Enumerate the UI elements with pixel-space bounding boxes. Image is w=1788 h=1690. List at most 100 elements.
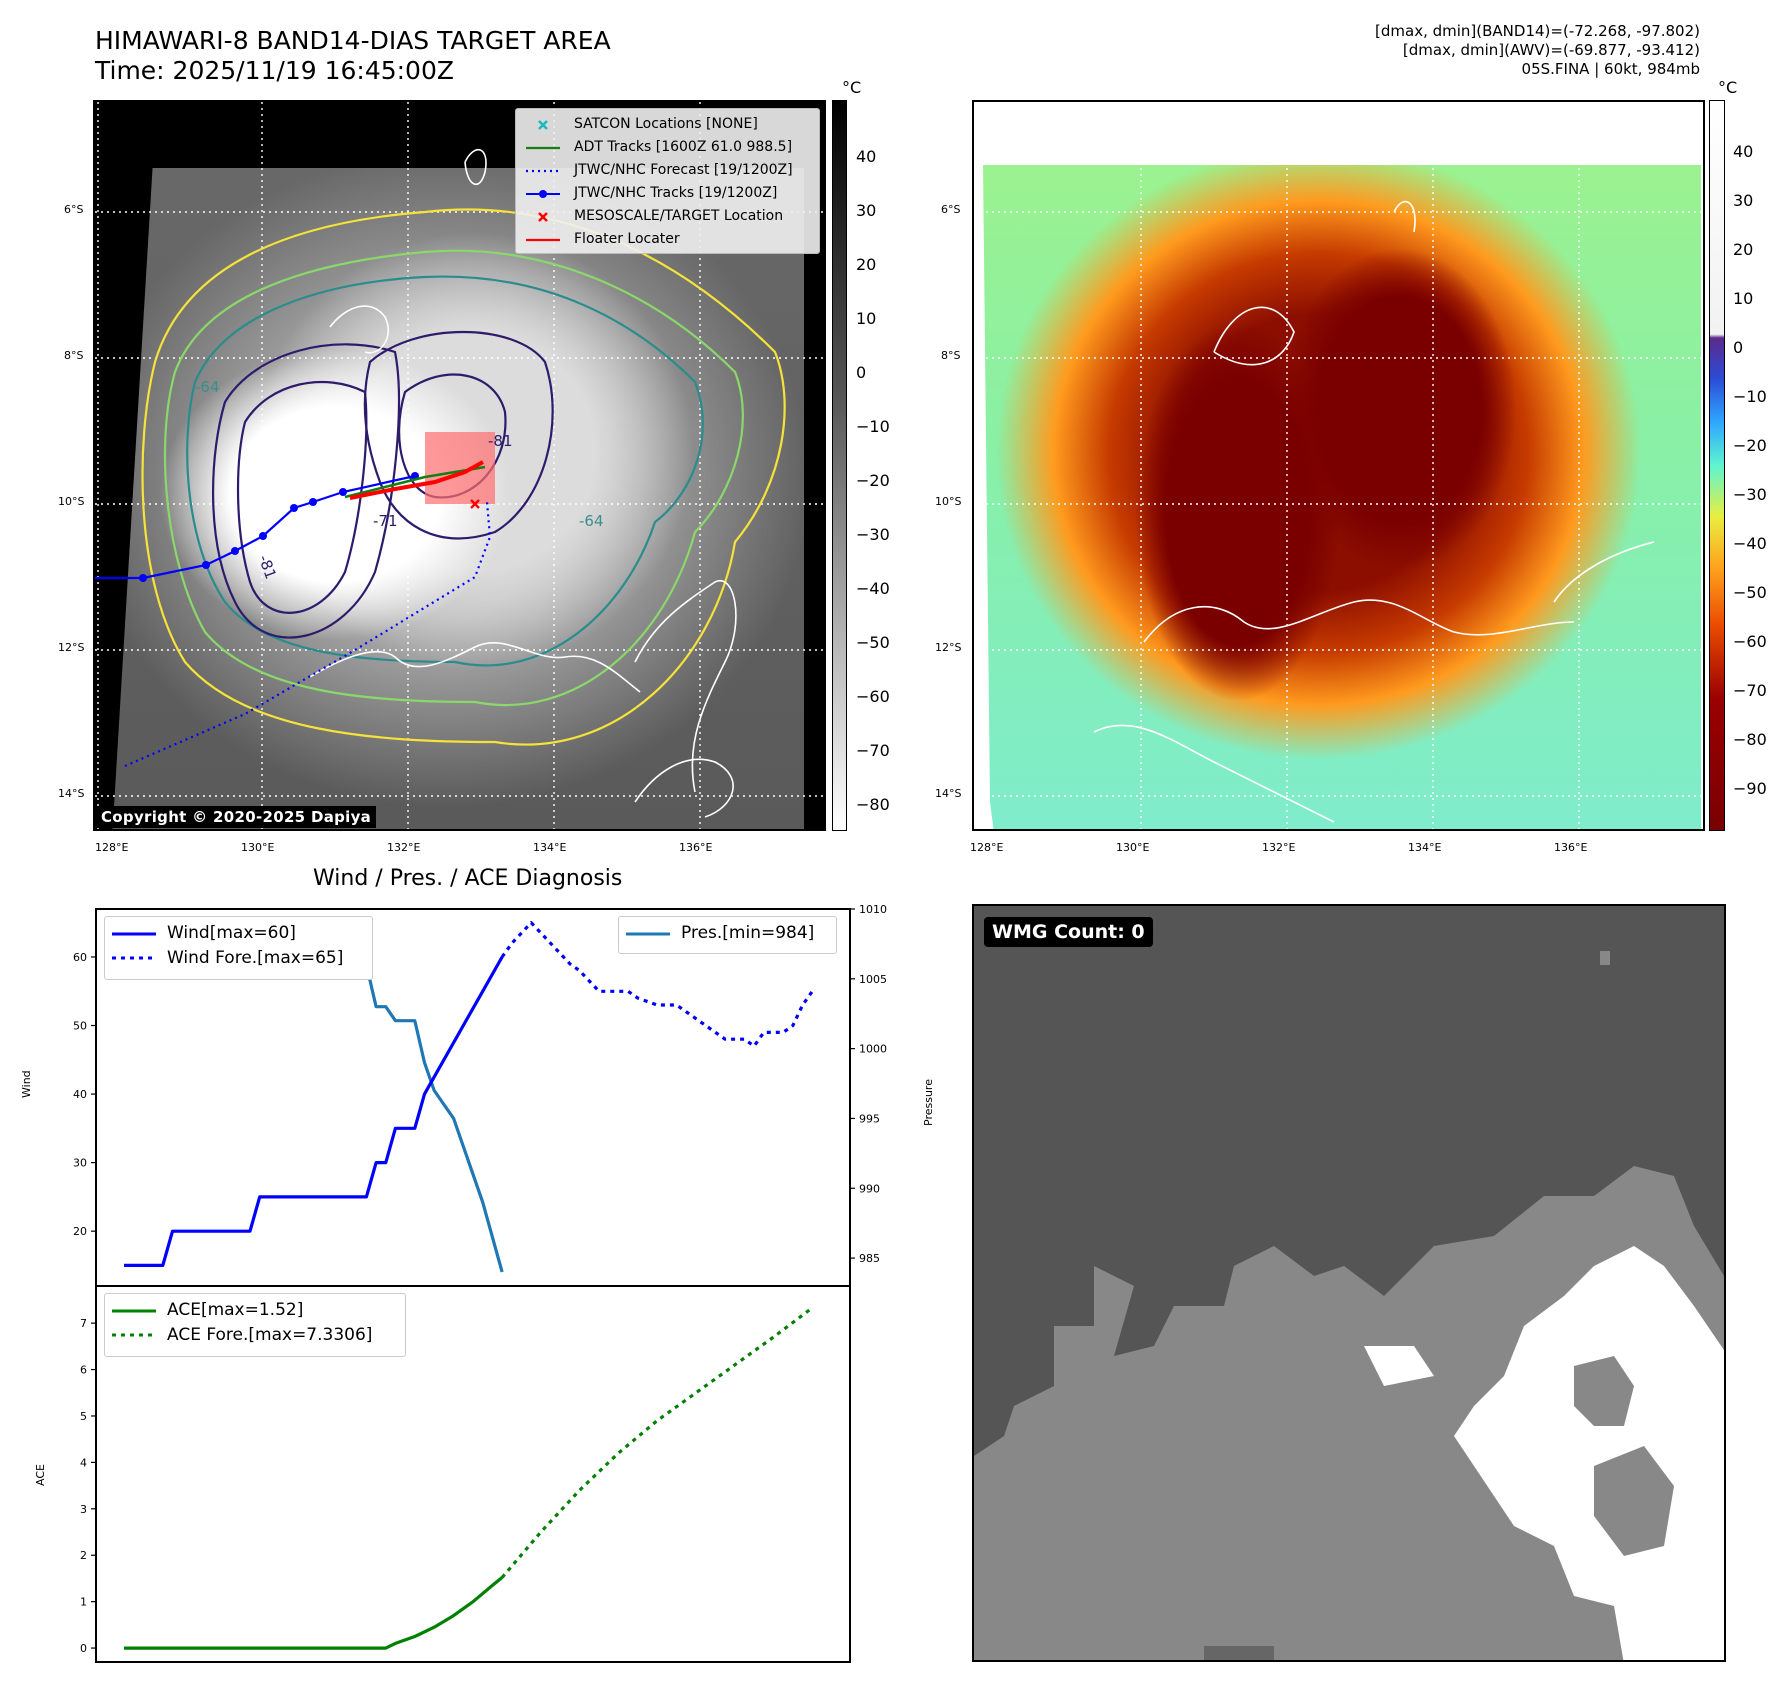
lat-tick: 10°S: [58, 495, 85, 508]
tick-label: 4: [80, 1456, 87, 1469]
awv-colorbar-tick: 40: [1733, 142, 1754, 161]
tick-label: 985: [859, 1252, 880, 1265]
pres-legend-label: Pres.[min=984]: [681, 923, 815, 943]
wmg-panel: [972, 904, 1726, 1662]
wind-fore-legend-label: Wind Fore.[max=65]: [167, 948, 344, 968]
lat-tick: 14°S: [58, 787, 85, 800]
storm-info: 05S.FINA | 60kt, 984mb: [1521, 60, 1700, 78]
lon-tick: 130°E: [1116, 841, 1150, 854]
tick-label: 3: [80, 1503, 87, 1516]
lon-tick: 132°E: [387, 841, 421, 854]
wind-legend-label: Wind[max=60]: [167, 923, 296, 943]
awv-overlay: [974, 102, 1703, 829]
contour-label: -71: [373, 512, 398, 530]
tick-label: 2: [80, 1549, 87, 1562]
tick-label: 1010: [859, 903, 887, 916]
tick-label: 6: [80, 1364, 87, 1377]
lat-tick: 8°S: [941, 349, 961, 362]
tick-label: 20: [73, 1225, 87, 1238]
lon-tick: 132°E: [1262, 841, 1296, 854]
contour-label: -64: [579, 512, 604, 530]
wind-legend: Wind[max=60] Wind Fore.[max=65]: [104, 916, 373, 980]
lat-tick: 12°S: [58, 641, 85, 654]
dm-band14: [dmax, dmin](BAND14)=(-72.268, -97.802): [1375, 22, 1700, 40]
ir-colorbar-tick: 20: [856, 255, 877, 274]
diag-chart: 20 30 40 50 60 985 990 995 1000 1005 1010 0 1 2 3 4 5 6…: [73, 903, 887, 1663]
tick-label: 7: [80, 1317, 87, 1330]
ir-colorbar-tick: 0: [856, 363, 867, 382]
series-line-ace: [124, 1576, 504, 1650]
tick-label: 995: [859, 1112, 880, 1125]
figure-title: HIMAWARI-8 BAND14-DIAS TARGET AREA: [95, 26, 611, 55]
map-legend: SATCON Locations [NONE] ADT Tracks [1600…: [515, 108, 820, 254]
lat-tick: 8°S: [64, 349, 84, 362]
tick-label: 30: [73, 1157, 87, 1170]
ace-legend-label: ACE[max=1.52]: [167, 1300, 304, 1320]
awv-colorbar-tick: −10: [1733, 387, 1767, 406]
pres-legend: Pres.[min=984]: [618, 916, 837, 954]
series-line-wind-fore-: [500, 921, 814, 1048]
lon-tick: 128°E: [95, 841, 129, 854]
lat-tick: 6°S: [941, 203, 961, 216]
awv-colorbar-tick: 0: [1733, 338, 1744, 357]
ir-colorbar-tick: 10: [856, 309, 877, 328]
lat-tick: 6°S: [64, 203, 84, 216]
lat-tick: 10°S: [935, 495, 962, 508]
copyright-label: Copyright © 2020-2025 Dapiya: [96, 806, 377, 828]
ir-colorbar-tick: −70: [856, 741, 890, 760]
tick-label: 990: [859, 1182, 880, 1195]
lon-tick: 136°E: [1554, 841, 1588, 854]
diag-title: Wind / Pres. / ACE Diagnosis: [313, 866, 623, 891]
awv-colorbar: [1709, 100, 1725, 831]
ir-map-panel: -64 -71 -81 -81 -64: [93, 100, 826, 831]
ir-colorbar-tick: −50: [856, 633, 890, 652]
awv-map-panel: [972, 100, 1705, 831]
awv-colorbar-tick: −40: [1733, 534, 1767, 553]
ace-legend: ACE[max=1.52] ACE Fore.[max=7.3306]: [104, 1293, 406, 1357]
tick-label: 60: [73, 951, 87, 964]
awv-colorbar-tick: −20: [1733, 436, 1767, 455]
ir-colorbar-tick: −40: [856, 579, 890, 598]
lon-tick: 130°E: [241, 841, 275, 854]
awv-colorbar-tick: −70: [1733, 681, 1767, 700]
ir-colorbar: [832, 100, 847, 831]
ir-colorbar-unit: °C: [842, 78, 862, 97]
tick-label: 5: [80, 1410, 87, 1423]
lon-tick: 136°E: [679, 841, 713, 854]
ir-colorbar-tick: −60: [856, 687, 890, 706]
ace-fore-legend-label: ACE Fore.[max=7.3306]: [167, 1325, 373, 1345]
pressure-axis-label: Pressure: [922, 1079, 935, 1126]
ir-colorbar-tick: −80: [856, 795, 890, 814]
contour-label: -64: [195, 378, 220, 396]
awv-colorbar-tick: 10: [1733, 289, 1754, 308]
ir-colorbar-tick: 30: [856, 201, 877, 220]
contour-label: -81: [488, 432, 513, 450]
wind-axis-label: Wind: [20, 1070, 33, 1098]
awv-colorbar-unit: °C: [1718, 78, 1738, 97]
tick-label: 1005: [859, 973, 887, 986]
awv-colorbar-tick: −90: [1733, 779, 1767, 798]
ir-overlay: [95, 102, 824, 829]
lon-tick: 134°E: [1408, 841, 1442, 854]
ir-colorbar-tick: −20: [856, 471, 890, 490]
awv-colorbar-tick: −60: [1733, 632, 1767, 651]
awv-colorbar-tick: 20: [1733, 240, 1754, 259]
lat-tick: 14°S: [935, 787, 962, 800]
awv-colorbar-tick: −80: [1733, 730, 1767, 749]
series-line-wind: [124, 956, 504, 1268]
lon-tick: 128°E: [970, 841, 1004, 854]
wmg-image: [974, 951, 1724, 1660]
tick-label: 50: [73, 1020, 87, 1033]
tick-label: 1000: [859, 1043, 887, 1056]
tick-label: 40: [73, 1088, 87, 1101]
wmg-count-label: WMG Count: 0: [984, 917, 1153, 947]
ir-colorbar-tick: −30: [856, 525, 890, 544]
awv-colorbar-tick: −30: [1733, 485, 1767, 504]
tick-label: 0: [80, 1642, 87, 1655]
lat-tick: 12°S: [935, 641, 962, 654]
ace-axis-label: ACE: [34, 1464, 47, 1486]
ir-colorbar-tick: −10: [856, 417, 890, 436]
ir-colorbar-tick: 40: [856, 147, 877, 166]
awv-field: [983, 165, 1701, 829]
awv-colorbar-tick: 30: [1733, 191, 1754, 210]
